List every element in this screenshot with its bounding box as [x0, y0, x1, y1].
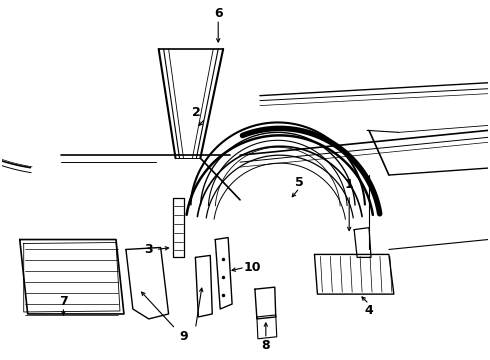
Text: 3: 3	[145, 243, 153, 256]
Text: 2: 2	[192, 106, 201, 119]
Text: 9: 9	[179, 330, 188, 343]
Text: 5: 5	[295, 176, 304, 189]
Text: 4: 4	[365, 305, 373, 318]
Text: 6: 6	[214, 7, 222, 20]
Text: 10: 10	[243, 261, 261, 274]
Text: 1: 1	[345, 179, 354, 192]
Text: 7: 7	[59, 294, 68, 307]
Text: 8: 8	[262, 339, 270, 352]
